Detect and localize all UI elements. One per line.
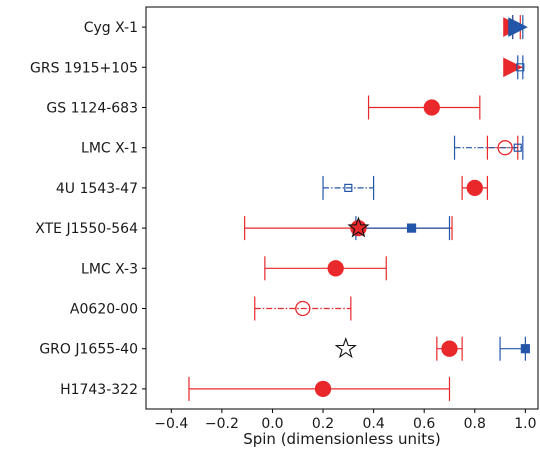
category-label-4u-1543-47: 4U 1543-47: [56, 181, 138, 197]
category-labels: Cyg X-1 GRS 1915+105 GS 1124-683 LMC X-1 4U …: [30, 20, 146, 398]
square-marker-grs-1915-105: [516, 63, 525, 72]
category-label-lmc-x-1: LMC X-1: [81, 141, 138, 157]
category-label-lmc-x-3: LMC X-3: [81, 261, 138, 277]
category-label-gro-j1655-40: GRO J1655-40: [39, 342, 138, 358]
plot-frame: [145, 6, 539, 410]
x-tick-label: −0.2: [205, 416, 239, 432]
square-marker-4u-1543-47: [344, 183, 353, 192]
x-tick-label: 0.8: [464, 416, 486, 432]
square-marker-xte-j1550-564: [406, 223, 417, 233]
category-label-gs-1124-683: GS 1124-683: [46, 101, 138, 117]
circle-marker-h1743-322: [314, 380, 332, 398]
x-tick-label: 1.0: [514, 416, 536, 432]
circle-marker-lmc-x-3: [327, 260, 344, 277]
triangle-right-marker-cyg-x-1: [508, 17, 528, 37]
x-axis-ticks: −0.4 −0.2 0.0 0.2 0.4 0.6 0.8 1.0: [154, 409, 536, 432]
square-marker-lmc-x-1: [513, 143, 522, 152]
error-bars: [188, 15, 526, 401]
circle-marker-4u-1543-47: [466, 179, 483, 197]
star-marker-gro-j1655-40: [334, 337, 357, 359]
x-axis-title: Spin (dimensionless units): [243, 430, 441, 448]
square-marker-gro-j1655-40: [520, 344, 530, 354]
category-label-grs-1915-105: GRS 1915+105: [30, 60, 138, 76]
x-tick-label: 0.0: [261, 416, 283, 432]
x-tick-label: −0.4: [154, 416, 188, 432]
x-tick-label: 0.4: [362, 416, 384, 432]
circle-marker-gro-j1655-40: [441, 340, 458, 357]
triangle-right-marker-grs-1915-105: [503, 57, 523, 78]
category-label-cyg-x-1: Cyg X-1: [84, 20, 138, 36]
x-tick-label: 0.2: [312, 416, 334, 432]
category-label-xte-j1550-564: XTE J1550-564: [35, 221, 138, 237]
circle-marker-lmc-x-1: [497, 140, 513, 156]
star-marker-xte-j1550-564: [347, 216, 370, 238]
circle-marker-gs-1124-683: [423, 99, 440, 116]
category-label-a0620-00: A0620-00: [70, 302, 138, 318]
category-label-h1743-322: H1743-322: [60, 382, 138, 398]
circle-marker-a0620-00: [295, 300, 311, 317]
x-tick-label: 0.6: [413, 416, 435, 432]
data-markers: [295, 17, 530, 398]
